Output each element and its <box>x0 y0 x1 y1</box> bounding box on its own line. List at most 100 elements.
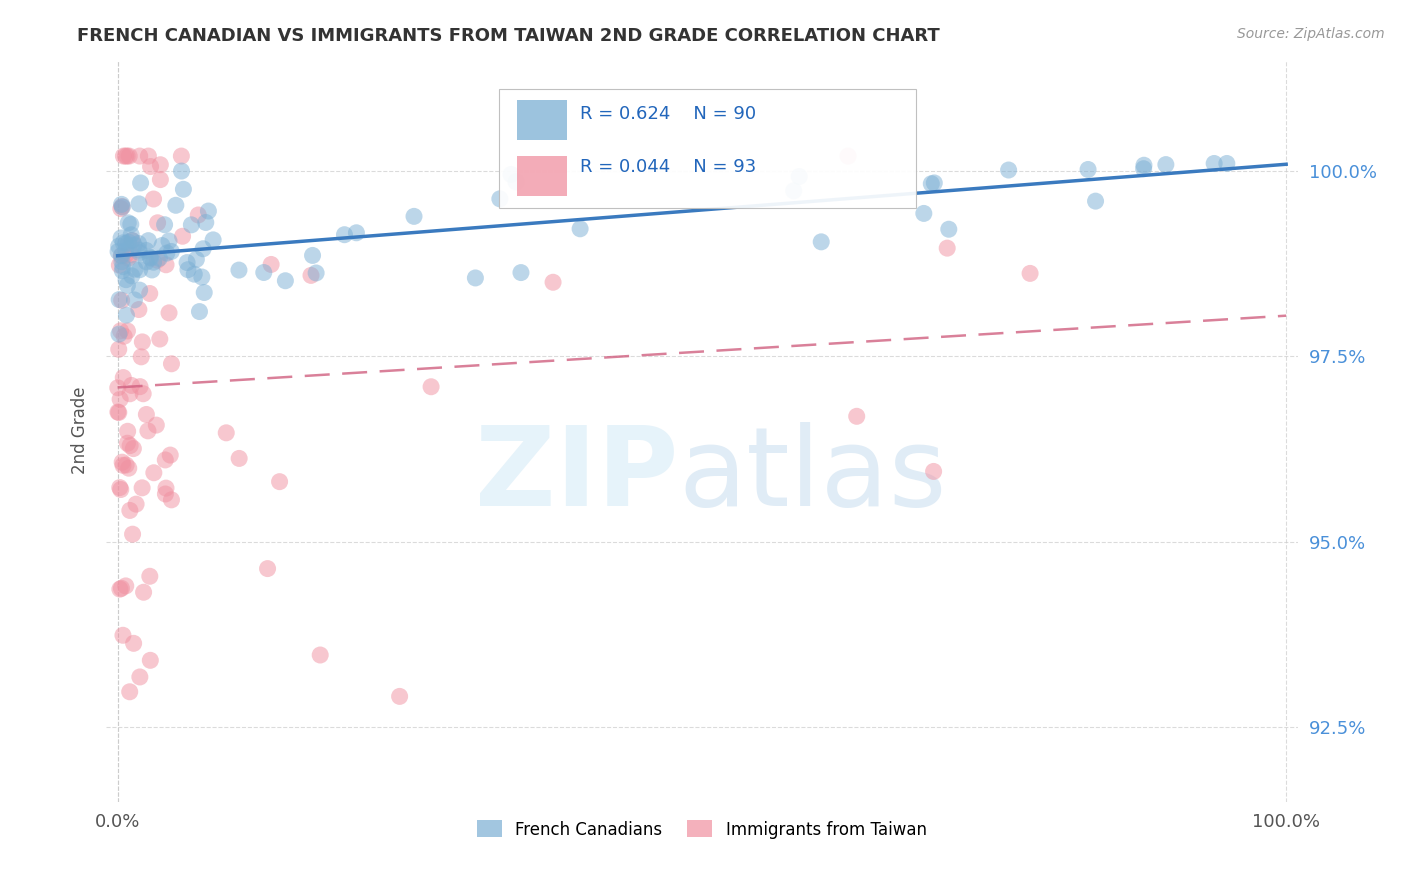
FancyBboxPatch shape <box>499 89 917 208</box>
Point <box>128 197 150 211</box>
Point <box>155 481 177 495</box>
Point <box>274 274 297 288</box>
Point <box>155 453 177 467</box>
Point <box>110 248 132 262</box>
Point <box>260 257 283 271</box>
Point <box>132 386 155 401</box>
Point <box>107 244 129 259</box>
Point <box>153 218 176 232</box>
Point <box>269 475 291 489</box>
Point <box>117 425 139 439</box>
Point <box>136 424 159 438</box>
Point <box>107 343 129 357</box>
Point <box>108 327 131 342</box>
Point <box>122 442 145 456</box>
Point <box>183 267 205 281</box>
Point <box>157 306 180 320</box>
Point <box>142 466 165 480</box>
Point <box>920 177 942 191</box>
Point <box>110 249 132 263</box>
Point <box>117 324 139 338</box>
Point <box>489 192 512 206</box>
Point <box>114 244 136 258</box>
Point <box>139 160 162 174</box>
Text: atlas: atlas <box>678 422 946 529</box>
Point <box>1216 156 1239 170</box>
Point <box>118 461 141 475</box>
Point <box>122 238 145 252</box>
Point <box>121 234 143 248</box>
Point <box>135 244 157 258</box>
Point <box>138 149 160 163</box>
Point <box>1132 161 1154 176</box>
Point <box>111 455 134 469</box>
Point <box>121 248 143 262</box>
Point <box>118 685 141 699</box>
Point <box>125 497 148 511</box>
Point <box>108 258 131 272</box>
Point <box>305 266 328 280</box>
Point <box>111 260 134 274</box>
Point <box>118 503 141 517</box>
Point <box>128 149 150 163</box>
Point <box>176 255 198 269</box>
Point <box>115 149 138 163</box>
Point <box>131 334 153 349</box>
Point <box>505 175 527 189</box>
Point <box>117 251 139 265</box>
Point <box>912 206 935 220</box>
Point <box>110 202 132 216</box>
Point <box>128 243 150 257</box>
Point <box>135 408 157 422</box>
Point <box>139 251 162 265</box>
Point <box>107 239 129 253</box>
Point <box>837 149 859 163</box>
Point <box>146 253 169 268</box>
Point <box>129 350 152 364</box>
Point <box>1154 158 1177 172</box>
Text: R = 0.044    N = 93: R = 0.044 N = 93 <box>581 158 756 176</box>
Point <box>160 244 183 259</box>
Point <box>541 275 564 289</box>
Point <box>141 263 163 277</box>
Point <box>256 561 278 575</box>
Point <box>117 278 139 293</box>
Point <box>112 235 135 250</box>
Point <box>121 527 143 541</box>
Point <box>202 233 225 247</box>
Point <box>333 227 356 242</box>
Point <box>160 492 183 507</box>
Point <box>197 204 219 219</box>
Point <box>149 332 172 346</box>
Point <box>124 262 146 277</box>
Point <box>112 370 135 384</box>
Point <box>1077 162 1099 177</box>
Point <box>177 262 200 277</box>
Point <box>193 285 215 300</box>
Point <box>132 585 155 599</box>
Point <box>191 242 214 256</box>
Legend: French Canadians, Immigrants from Taiwan: French Canadians, Immigrants from Taiwan <box>470 814 934 846</box>
Point <box>114 248 136 262</box>
Point <box>922 465 945 479</box>
Point <box>165 198 187 212</box>
Point <box>142 192 165 206</box>
Point <box>402 210 425 224</box>
Point <box>299 268 322 283</box>
Point <box>191 270 214 285</box>
Point <box>117 216 139 230</box>
Point <box>1084 194 1107 208</box>
Bar <box>517 100 567 140</box>
Point <box>309 648 332 662</box>
Point <box>138 234 160 248</box>
Bar <box>517 156 567 196</box>
Point <box>111 458 134 473</box>
Point <box>420 380 443 394</box>
Point <box>124 293 146 307</box>
Text: R = 0.624    N = 90: R = 0.624 N = 90 <box>581 104 756 123</box>
Point <box>139 286 162 301</box>
Point <box>194 215 217 229</box>
Point <box>1204 156 1226 170</box>
Point <box>110 231 132 245</box>
Point <box>160 357 183 371</box>
